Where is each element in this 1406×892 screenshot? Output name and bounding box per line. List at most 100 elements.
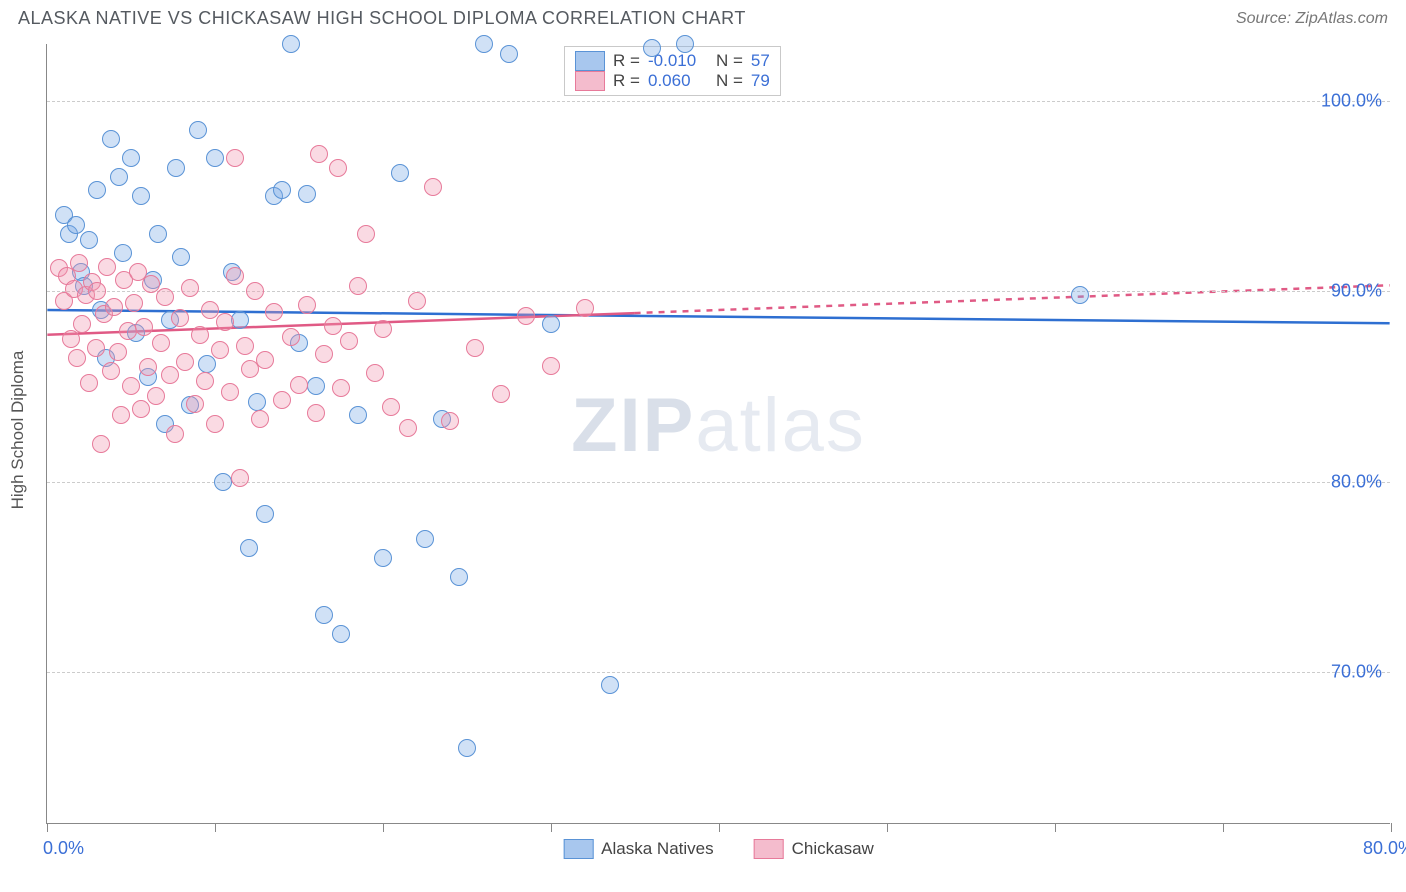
data-point: [466, 339, 484, 357]
x-tick-label: 0.0%: [43, 838, 84, 859]
data-point: [382, 398, 400, 416]
x-tick: [1223, 823, 1224, 832]
series-legend: Alaska NativesChickasaw: [563, 839, 874, 859]
data-point: [310, 145, 328, 163]
data-point: [492, 385, 510, 403]
legend-row: R =0.060N =79: [575, 71, 770, 91]
data-point: [500, 45, 518, 63]
data-point: [216, 313, 234, 331]
data-point: [73, 315, 91, 333]
data-point: [226, 149, 244, 167]
data-point: [105, 298, 123, 316]
data-point: [167, 159, 185, 177]
data-point: [206, 149, 224, 167]
data-point: [332, 379, 350, 397]
data-point: [256, 351, 274, 369]
data-point: [441, 412, 459, 430]
gridline: [47, 101, 1390, 102]
data-point: [307, 404, 325, 422]
data-point: [80, 374, 98, 392]
data-point: [676, 35, 694, 53]
plot-area: ZIPatlas R =-0.010N =57R =0.060N =79 Ala…: [46, 44, 1390, 824]
data-point: [290, 376, 308, 394]
data-point: [458, 739, 476, 757]
data-point: [374, 320, 392, 338]
y-tick-label: 90.0%: [1331, 281, 1382, 302]
data-point: [542, 357, 560, 375]
data-point: [114, 244, 132, 262]
data-point: [475, 35, 493, 53]
data-point: [542, 315, 560, 333]
data-point: [282, 328, 300, 346]
data-point: [198, 355, 216, 373]
x-tick: [719, 823, 720, 832]
legend-item: Chickasaw: [754, 839, 874, 859]
data-point: [161, 366, 179, 384]
data-point: [152, 334, 170, 352]
data-point: [132, 187, 150, 205]
x-tick: [1391, 823, 1392, 832]
data-point: [181, 279, 199, 297]
data-point: [273, 391, 291, 409]
data-point: [332, 625, 350, 643]
gridline: [47, 672, 1390, 673]
x-tick: [383, 823, 384, 832]
data-point: [240, 539, 258, 557]
data-point: [273, 181, 291, 199]
data-point: [87, 339, 105, 357]
data-point: [171, 309, 189, 327]
data-point: [147, 387, 165, 405]
data-point: [196, 372, 214, 390]
data-point: [517, 307, 535, 325]
data-point: [122, 149, 140, 167]
x-tick: [551, 823, 552, 832]
data-point: [416, 530, 434, 548]
data-point: [246, 282, 264, 300]
data-point: [643, 39, 661, 57]
data-point: [366, 364, 384, 382]
data-point: [399, 419, 417, 437]
y-tick-label: 70.0%: [1331, 661, 1382, 682]
data-point: [88, 282, 106, 300]
data-point: [62, 330, 80, 348]
legend-swatch: [754, 839, 784, 859]
data-point: [424, 178, 442, 196]
data-point: [248, 393, 266, 411]
data-point: [256, 505, 274, 523]
data-point: [206, 415, 224, 433]
data-point: [92, 435, 110, 453]
data-point: [112, 406, 130, 424]
data-point: [265, 303, 283, 321]
data-point: [315, 606, 333, 624]
data-point: [576, 299, 594, 317]
data-point: [88, 181, 106, 199]
data-point: [408, 292, 426, 310]
data-point: [149, 225, 167, 243]
data-point: [450, 568, 468, 586]
y-tick-label: 80.0%: [1331, 471, 1382, 492]
x-tick: [887, 823, 888, 832]
data-point: [139, 358, 157, 376]
data-point: [125, 294, 143, 312]
data-point: [307, 377, 325, 395]
gridline: [47, 482, 1390, 483]
data-point: [166, 425, 184, 443]
data-point: [156, 288, 174, 306]
data-point: [349, 277, 367, 295]
chart-title: ALASKA NATIVE VS CHICKASAW HIGH SCHOOL D…: [18, 8, 746, 29]
x-tick-label: 80.0%: [1363, 838, 1406, 859]
data-point: [231, 469, 249, 487]
data-point: [102, 362, 120, 380]
data-point: [119, 322, 137, 340]
data-point: [122, 377, 140, 395]
legend-swatch: [575, 71, 605, 91]
source-label: Source: ZipAtlas.com: [1236, 10, 1388, 28]
data-point: [329, 159, 347, 177]
data-point: [298, 296, 316, 314]
data-point: [298, 185, 316, 203]
x-tick: [47, 823, 48, 832]
data-point: [251, 410, 269, 428]
y-axis-label: High School Diploma: [8, 351, 28, 510]
watermark: ZIPatlas: [571, 381, 866, 468]
data-point: [176, 353, 194, 371]
